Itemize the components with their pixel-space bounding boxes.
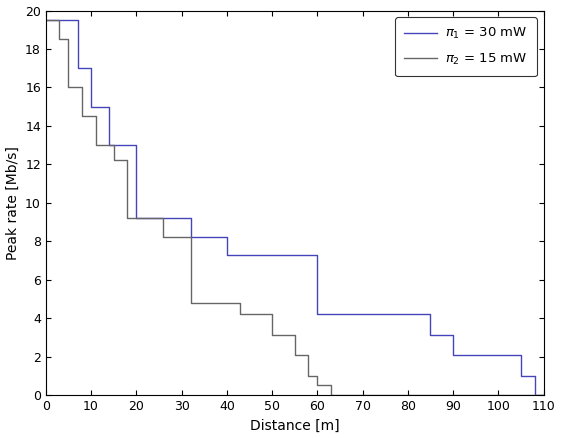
$\pi_1$ = 30 mW [88, 104, 94, 110]
$\pi_1$ = 30 mW [223, 252, 230, 257]
$\pi_2$ = 15 mW [328, 392, 334, 398]
$\pi_1$ = 30 mW [518, 352, 525, 357]
Legend: $\pi_1$ = 30 mW, $\pi_2$ = 15 mW: $\pi_1$ = 30 mW, $\pi_2$ = 15 mW [395, 17, 537, 76]
$\pi_2$ = 15 mW [269, 312, 275, 317]
Line: $\pi_1$ = 30 mW: $\pi_1$ = 30 mW [46, 20, 544, 395]
$\pi_2$ = 15 mW [43, 18, 49, 23]
$\pi_2$ = 15 mW [305, 373, 312, 378]
$\pi_2$ = 15 mW [187, 235, 194, 240]
$\pi_2$ = 15 mW [291, 352, 298, 357]
$\pi_2$ = 15 mW [79, 113, 85, 119]
$\pi_1$ = 30 mW [187, 215, 194, 221]
$\pi_1$ = 30 mW [518, 373, 525, 378]
$\pi_1$ = 30 mW [540, 392, 547, 398]
$\pi_1$ = 30 mW [531, 392, 538, 398]
$\pi_2$ = 15 mW [160, 235, 167, 240]
$\pi_1$ = 30 mW [88, 66, 94, 71]
$\pi_1$ = 30 mW [427, 333, 434, 338]
$\pi_2$ = 15 mW [65, 85, 72, 90]
$\pi_2$ = 15 mW [291, 333, 298, 338]
$\pi_2$ = 15 mW [124, 158, 131, 163]
$\pi_2$ = 15 mW [111, 142, 117, 148]
$\pi_1$ = 30 mW [223, 235, 230, 240]
$\pi_1$ = 30 mW [427, 312, 434, 317]
$\pi_2$ = 15 mW [160, 215, 167, 221]
$\pi_2$ = 15 mW [79, 85, 85, 90]
$\pi_1$ = 30 mW [450, 333, 457, 338]
$\pi_2$ = 15 mW [56, 18, 63, 23]
$\pi_2$ = 15 mW [111, 158, 117, 163]
$\pi_2$ = 15 mW [314, 373, 321, 378]
$\pi_2$ = 15 mW [314, 383, 321, 388]
$\pi_2$ = 15 mW [92, 113, 99, 119]
$\pi_2$ = 15 mW [92, 142, 99, 148]
$\pi_1$ = 30 mW [74, 66, 81, 71]
$\pi_2$ = 15 mW [305, 352, 312, 357]
$\pi_2$ = 15 mW [65, 37, 72, 42]
X-axis label: Distance [m]: Distance [m] [250, 418, 339, 432]
Line: $\pi_2$ = 15 mW: $\pi_2$ = 15 mW [46, 20, 544, 395]
$\pi_2$ = 15 mW [540, 392, 547, 398]
$\pi_2$ = 15 mW [56, 37, 63, 42]
$\pi_1$ = 30 mW [223, 235, 230, 240]
$\pi_2$ = 15 mW [187, 300, 194, 305]
$\pi_2$ = 15 mW [328, 383, 334, 388]
Y-axis label: Peak rate [Mb/s]: Peak rate [Mb/s] [6, 146, 20, 260]
$\pi_1$ = 30 mW [187, 235, 194, 240]
$\pi_1$ = 30 mW [133, 142, 140, 148]
$\pi_1$ = 30 mW [106, 142, 113, 148]
$\pi_1$ = 30 mW [314, 312, 321, 317]
$\pi_1$ = 30 mW [74, 18, 81, 23]
$\pi_1$ = 30 mW [450, 352, 457, 357]
$\pi_1$ = 30 mW [133, 215, 140, 221]
$\pi_2$ = 15 mW [237, 312, 244, 317]
$\pi_1$ = 30 mW [314, 252, 321, 257]
$\pi_2$ = 15 mW [124, 215, 131, 221]
$\pi_1$ = 30 mW [43, 18, 49, 23]
$\pi_2$ = 15 mW [269, 333, 275, 338]
$\pi_1$ = 30 mW [106, 104, 113, 110]
$\pi_1$ = 30 mW [531, 373, 538, 378]
$\pi_2$ = 15 mW [237, 300, 244, 305]
